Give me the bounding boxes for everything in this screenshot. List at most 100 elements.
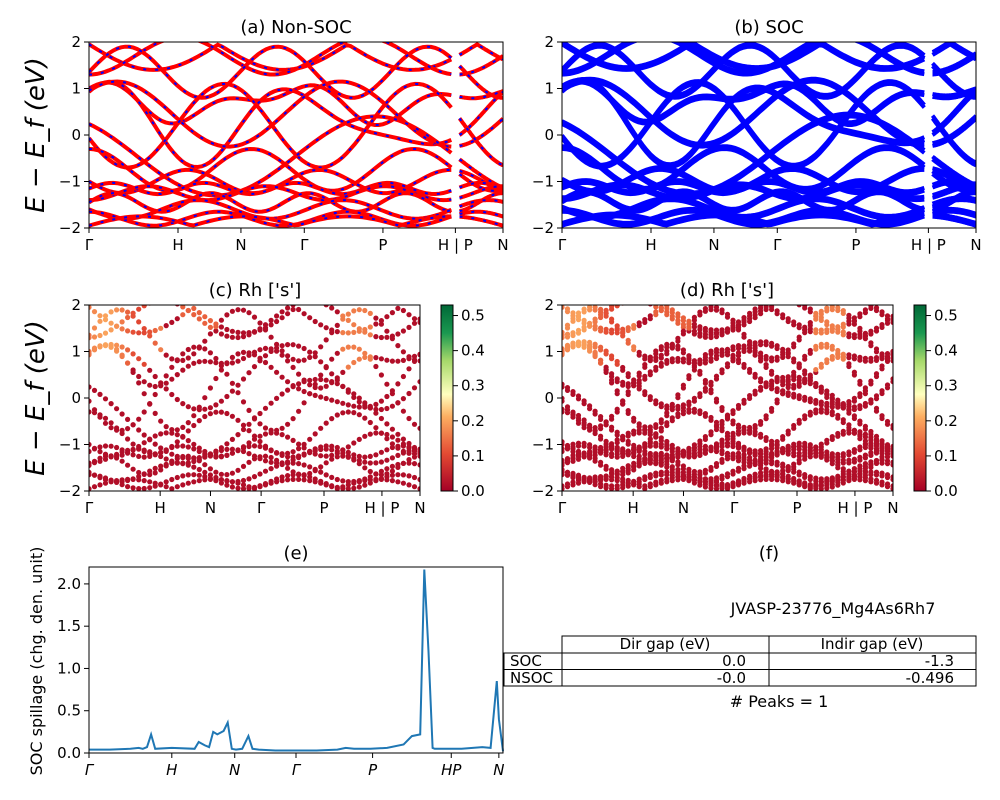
band-point <box>389 310 395 316</box>
band-point <box>174 372 180 378</box>
band-point <box>279 315 285 321</box>
band-point <box>664 420 670 426</box>
band-point <box>207 466 213 472</box>
band-point <box>620 330 626 336</box>
band-point <box>763 305 769 308</box>
band-point <box>697 368 703 374</box>
band-point <box>240 477 247 484</box>
band-point <box>307 464 313 470</box>
band-point <box>257 443 263 450</box>
colorbar-c: 0.50.40.30.20.10.0 <box>440 304 485 500</box>
band-point <box>807 378 813 384</box>
band-point <box>301 345 307 352</box>
band-point <box>274 345 280 351</box>
band-point <box>835 347 841 354</box>
band-point <box>141 326 147 332</box>
band-point <box>318 300 323 305</box>
band-point <box>97 482 103 488</box>
band-point <box>708 477 714 483</box>
band-point <box>763 435 769 441</box>
band-point <box>141 361 147 367</box>
band-point <box>323 305 329 308</box>
band-point <box>857 444 863 450</box>
y-tick-label: 1 <box>71 80 81 98</box>
band-point <box>587 403 593 409</box>
band-point <box>769 438 775 444</box>
band-point <box>581 450 587 457</box>
band-point <box>119 458 125 464</box>
band-point <box>163 484 169 490</box>
band-point <box>829 305 835 310</box>
band-point <box>747 366 753 373</box>
band-point <box>631 479 637 485</box>
band-point <box>609 483 615 489</box>
band-point <box>708 348 714 354</box>
band-point <box>829 451 835 457</box>
band-point <box>813 343 819 349</box>
band-point <box>279 374 285 380</box>
band-point <box>868 459 874 465</box>
band-point <box>229 413 235 419</box>
band-point <box>285 434 291 440</box>
band-point <box>846 422 852 428</box>
y-tick-label: 2 <box>544 296 554 314</box>
band-point <box>675 317 681 324</box>
band-point <box>752 388 758 394</box>
band-point <box>835 430 841 437</box>
band-point <box>119 477 125 483</box>
band-point <box>384 421 390 427</box>
band-point <box>741 427 747 433</box>
band-point <box>647 424 653 430</box>
band-point <box>119 482 125 488</box>
band-point <box>570 409 576 415</box>
band-point <box>345 454 351 460</box>
band-point <box>791 300 796 305</box>
band-point <box>653 364 659 370</box>
band-point <box>180 424 186 430</box>
band-point <box>389 426 395 432</box>
band-point <box>180 482 186 488</box>
band-line <box>932 211 976 225</box>
band-point <box>279 348 285 354</box>
band-point <box>102 415 109 421</box>
band-point <box>400 349 406 355</box>
band-point <box>774 470 780 476</box>
band-point <box>642 373 648 379</box>
band-point <box>213 469 219 475</box>
band-point <box>136 330 142 336</box>
band-point <box>152 441 158 447</box>
band-point <box>631 322 637 329</box>
band-point <box>218 317 224 323</box>
band-point <box>318 322 324 328</box>
band-point <box>229 360 235 366</box>
band-point <box>873 469 880 475</box>
band-point <box>285 358 291 364</box>
band-point <box>362 478 368 484</box>
y-tick-label: 2 <box>544 33 554 51</box>
band-point <box>389 434 395 440</box>
band-point <box>119 344 125 350</box>
band-point <box>664 438 670 445</box>
x-tick-label: P <box>319 499 328 517</box>
band-point <box>818 479 824 485</box>
band-point <box>780 475 786 481</box>
band-point <box>268 454 274 461</box>
band-point <box>373 460 379 466</box>
band-point <box>796 457 802 463</box>
band-point <box>191 479 197 485</box>
band-point <box>575 451 582 457</box>
band-point <box>147 479 153 485</box>
band-point <box>147 449 153 455</box>
band-point <box>279 391 285 397</box>
band-point <box>91 309 98 315</box>
band-point <box>675 403 681 409</box>
band-point <box>796 450 802 456</box>
table-row-nsoc-indir: -0.496 <box>906 669 954 687</box>
band-point <box>207 350 213 356</box>
band-point <box>136 416 142 422</box>
band-point <box>373 321 379 327</box>
band-point <box>169 299 174 304</box>
band-point <box>807 451 813 457</box>
band-point <box>592 323 598 329</box>
